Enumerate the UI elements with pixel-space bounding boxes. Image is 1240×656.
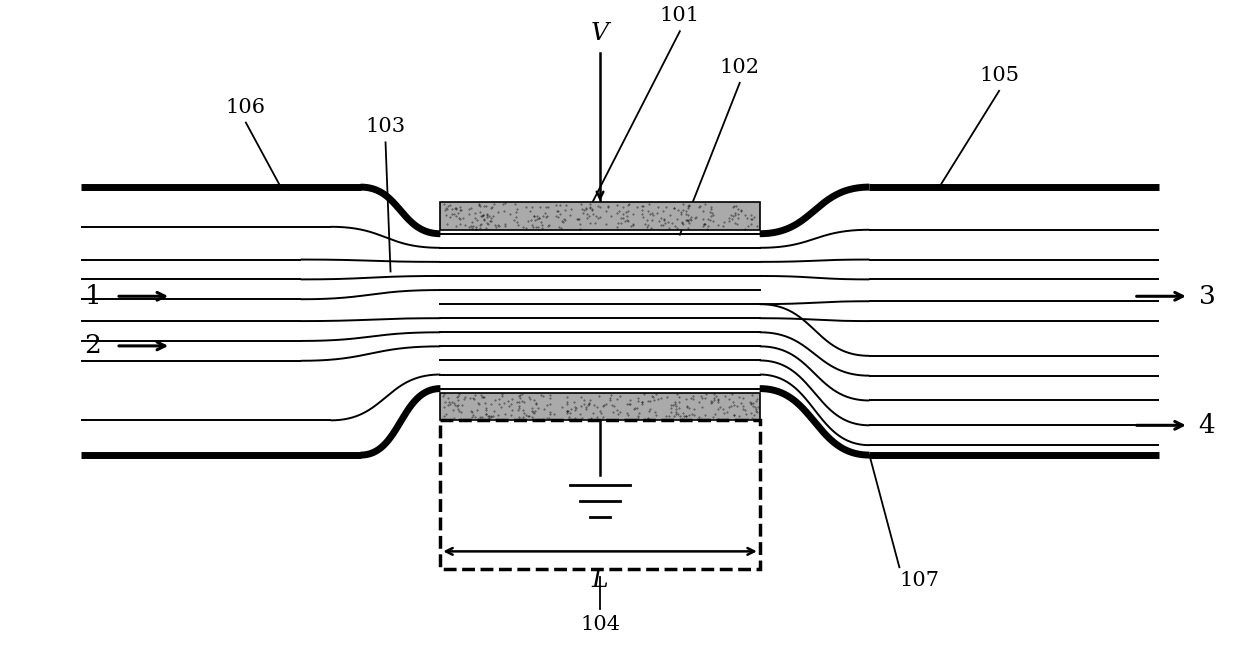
Text: V: V (591, 22, 609, 45)
Text: 3: 3 (1199, 284, 1215, 309)
Text: 102: 102 (719, 58, 760, 77)
Text: 101: 101 (660, 7, 699, 26)
Text: 1: 1 (84, 284, 102, 309)
Text: 105: 105 (980, 66, 1019, 85)
Bar (440, 392, 760, 420)
Bar (440, 420, 760, 569)
Text: 104: 104 (580, 615, 620, 634)
Bar (440, 202, 760, 230)
Text: 4: 4 (1199, 413, 1215, 438)
Text: L: L (591, 569, 609, 592)
Text: 103: 103 (366, 117, 405, 136)
Text: 106: 106 (226, 98, 265, 117)
Text: 2: 2 (84, 333, 102, 358)
Text: 107: 107 (899, 571, 940, 590)
